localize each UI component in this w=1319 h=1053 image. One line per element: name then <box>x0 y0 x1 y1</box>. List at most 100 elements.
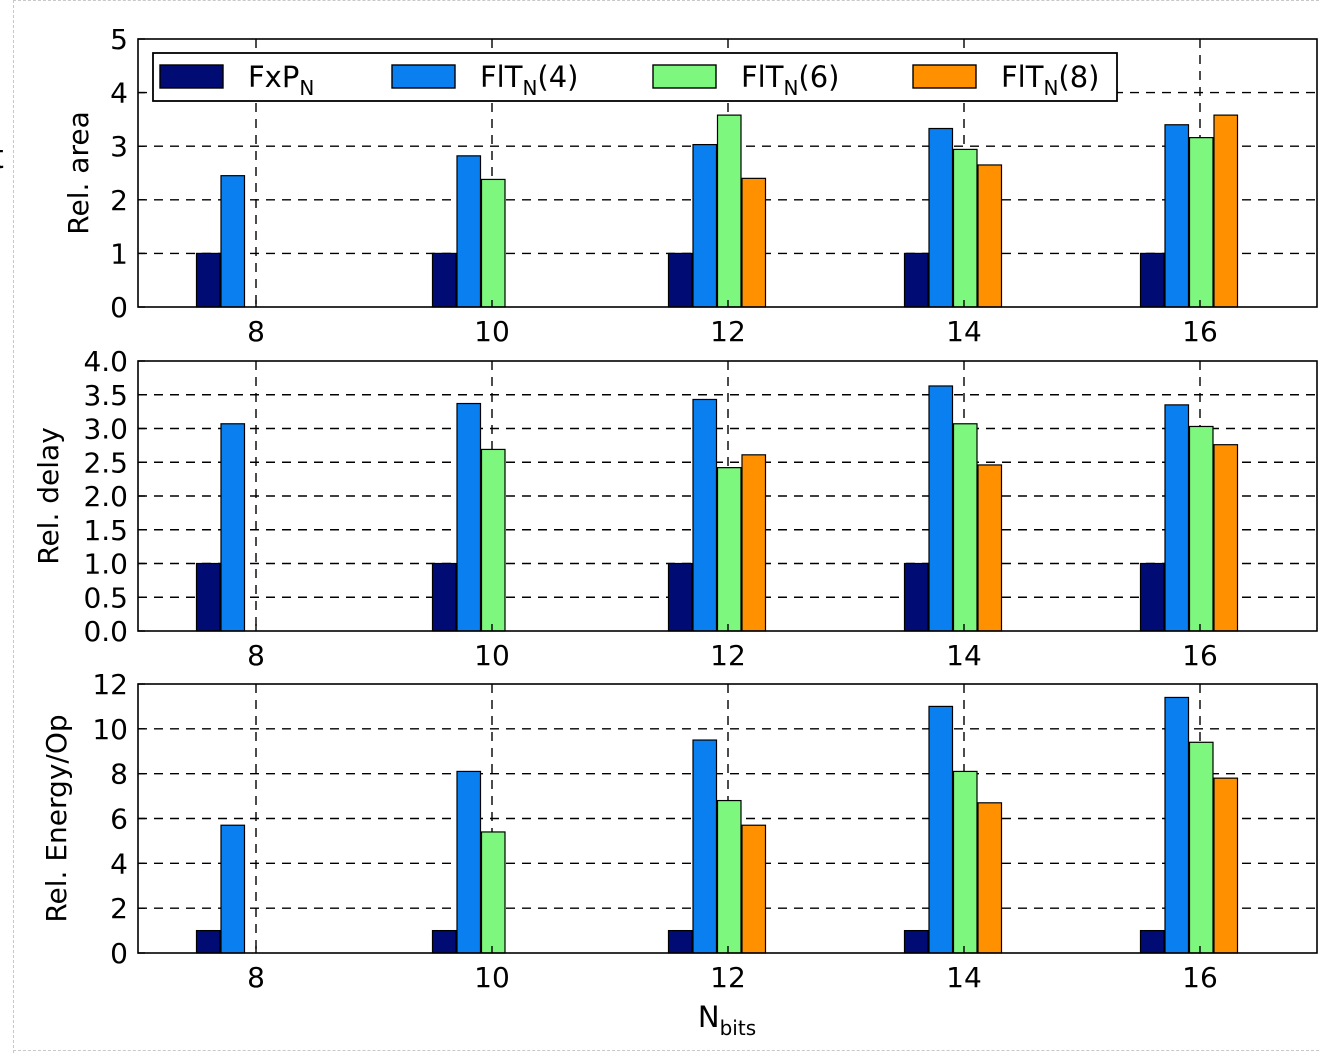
bar <box>1139 562 1165 632</box>
y-tick-label: 0 <box>110 291 128 324</box>
x-tick-label: 14 <box>946 961 982 994</box>
x-tick-label: 16 <box>1182 315 1218 348</box>
bar <box>692 143 718 308</box>
page-frame-bottom <box>13 1050 1319 1051</box>
x-tick-label: 14 <box>946 639 982 672</box>
bar <box>456 155 482 308</box>
bar <box>928 385 954 632</box>
bar <box>220 175 246 308</box>
y-axis-label: Rel. Energy/Op <box>40 714 73 922</box>
y-tick-label: 1.5 <box>83 514 128 547</box>
legend-label: FlTN(4) <box>480 60 579 100</box>
legend: FxPN FlTN(4) FlTN(6) FlTN(8) <box>152 52 1118 102</box>
y-tick-label: 0 <box>110 937 128 970</box>
bar <box>667 562 693 632</box>
bar <box>952 423 978 632</box>
bar <box>480 178 506 308</box>
y-tick-label: 2 <box>110 184 128 217</box>
chart-panel: 0.00.51.01.52.02.53.03.54.0 8 10 12 14 16 Rel.… <box>32 345 1318 672</box>
x-tick-label: 14 <box>946 315 982 348</box>
bar <box>741 824 767 954</box>
bar <box>220 824 246 954</box>
y-tick-label: 3.5 <box>83 379 128 412</box>
bar <box>456 770 482 954</box>
bar <box>667 252 693 308</box>
bar <box>480 831 506 954</box>
bar <box>195 929 221 954</box>
page-frame-left <box>13 0 14 1053</box>
legend-label: FlTN(6) <box>741 60 840 100</box>
bar <box>195 562 221 632</box>
legend-label: FlTN(8) <box>1001 60 1100 100</box>
x-tick-label: 16 <box>1182 639 1218 672</box>
y-tick-label: 5 <box>110 23 128 56</box>
page-frame-top <box>13 0 1319 1</box>
legend-swatch <box>159 64 224 89</box>
y-tick-label: 1.0 <box>83 548 128 581</box>
bar <box>431 929 457 954</box>
x-tick-label: 8 <box>247 961 265 994</box>
y-tick-label: 3 <box>110 130 128 163</box>
y-axis-label: Rel. area <box>62 111 95 234</box>
bar <box>431 562 457 632</box>
legend-swatch <box>652 64 717 89</box>
y-tick-label: 10 <box>92 713 128 746</box>
bar <box>952 148 978 308</box>
bar <box>692 739 718 954</box>
x-tick-label: 8 <box>247 315 265 348</box>
x-tick-label: 10 <box>474 315 510 348</box>
x-tick-label: 12 <box>710 961 746 994</box>
y-tick-label: 2 <box>110 892 128 925</box>
y-axis-label: Rel. delay <box>32 427 65 565</box>
bar <box>220 423 246 632</box>
bar <box>1139 252 1165 308</box>
x-tick-label: 12 <box>710 315 746 348</box>
bar <box>903 562 929 632</box>
x-tick-label: 10 <box>474 639 510 672</box>
x-tick-label: 12 <box>710 639 746 672</box>
bar <box>977 164 1003 308</box>
bar <box>741 177 767 308</box>
legend-swatch <box>912 64 977 89</box>
bar <box>716 114 742 308</box>
bar <box>1139 929 1165 954</box>
chart-panel: 0 2 4 6 8 10 12 8 10 12 14 16 Rel. Energy/Op <box>40 668 1318 994</box>
bar <box>716 799 742 954</box>
y-tick-label: 0.0 <box>83 615 128 648</box>
y-tick-label: 4 <box>110 77 128 110</box>
bar <box>692 398 718 632</box>
y-tick-label: 4.0 <box>83 345 128 378</box>
x-tick-label: 10 <box>474 961 510 994</box>
bar <box>431 252 457 308</box>
legend-swatch <box>391 64 456 89</box>
bar <box>903 252 929 308</box>
y-tick-label: 2.5 <box>83 446 128 479</box>
y-tick-label: 3.0 <box>83 413 128 446</box>
bar <box>928 127 954 308</box>
bar <box>716 467 742 632</box>
bar <box>928 705 954 954</box>
x-tick-label: 8 <box>247 639 265 672</box>
bar <box>1188 137 1214 308</box>
bar <box>1213 777 1239 954</box>
y-tick-label: 6 <box>110 803 128 836</box>
legend-box <box>152 52 1118 102</box>
bar <box>456 402 482 632</box>
y-tick-label: 0.5 <box>83 581 128 614</box>
bar <box>480 448 506 632</box>
bar <box>977 464 1003 632</box>
y-tick-label: 2.0 <box>83 480 128 513</box>
clipped-text-fragment: t <box>0 138 3 177</box>
y-tick-label: 4 <box>110 847 128 880</box>
bar <box>1213 444 1239 632</box>
x-tick-label: 16 <box>1182 961 1218 994</box>
y-tick-label: 8 <box>110 758 128 791</box>
bar <box>667 929 693 954</box>
bar <box>1164 696 1190 954</box>
bar <box>741 454 767 632</box>
y-tick-label: 1 <box>110 237 128 270</box>
bar <box>195 252 221 308</box>
bar <box>1188 741 1214 954</box>
